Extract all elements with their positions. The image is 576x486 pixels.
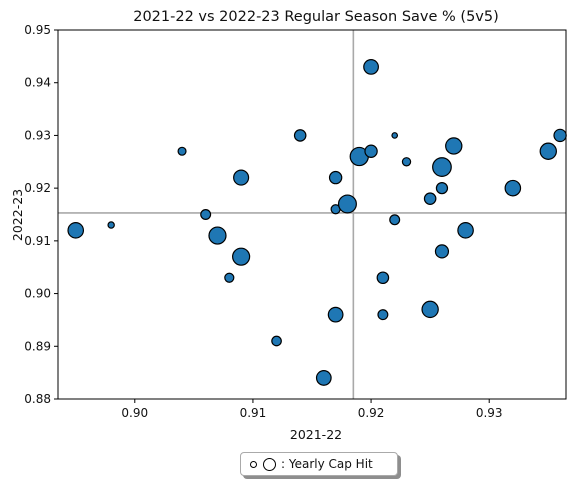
- size-legend: : Yearly Cap Hit: [240, 452, 398, 476]
- data-point: [434, 244, 450, 259]
- data-point: [67, 222, 85, 239]
- data-point: [200, 209, 212, 221]
- data-point: [376, 271, 390, 285]
- data-point: [293, 129, 307, 142]
- data-point: [539, 142, 557, 160]
- data-point: [445, 137, 463, 155]
- data-point: [377, 309, 389, 321]
- data-point: [315, 370, 332, 386]
- data-point: [271, 335, 282, 347]
- data-point: [421, 300, 439, 319]
- legend-large-circle-icon: [263, 457, 276, 471]
- x-tick-label: 0.93: [476, 406, 503, 420]
- data-point: [232, 247, 251, 266]
- data-point: [363, 59, 379, 75]
- data-point: [457, 222, 474, 239]
- y-tick-label: 0.89: [24, 339, 51, 353]
- y-tick-label: 0.91: [24, 234, 51, 248]
- data-point: [389, 214, 401, 226]
- data-point: [233, 169, 250, 186]
- x-axis-label: 2021-22: [290, 427, 342, 442]
- y-tick-label: 0.88: [24, 392, 51, 406]
- y-tick-label: 0.90: [24, 287, 51, 301]
- data-point: [208, 226, 227, 245]
- axes-frame: [57, 29, 567, 400]
- data-point: [337, 194, 357, 214]
- x-tick-label: 0.90: [121, 406, 148, 420]
- legend-small-circle-icon: [250, 460, 257, 468]
- data-point: [423, 192, 437, 205]
- plot-area: 0.90 0.91 0.92 0.93 0.88 0.89 0.90 0.91 0.92 0.93…: [24, 23, 567, 420]
- data-point: [391, 132, 399, 139]
- x-tick-label: 0.91: [240, 406, 267, 420]
- y-tick-label: 0.94: [24, 76, 51, 90]
- y-tick-label: 0.93: [24, 128, 51, 142]
- chart-title: 2021-22 vs 2022-23 Regular Season Save %…: [133, 9, 499, 25]
- data-point: [504, 179, 522, 197]
- data-point: [328, 170, 343, 185]
- y-tick-label: 0.92: [24, 181, 51, 195]
- data-point: [432, 157, 452, 177]
- data-point: [177, 146, 187, 156]
- data-point: [435, 182, 449, 195]
- y-tick-label: 0.95: [24, 23, 51, 37]
- x-tick-label: 0.92: [358, 406, 385, 420]
- data-point: [224, 272, 235, 283]
- legend-label: : Yearly Cap Hit: [281, 457, 373, 471]
- y-axis-label: 2022-23: [10, 189, 25, 241]
- data-point: [107, 221, 115, 229]
- data-point: [327, 306, 344, 323]
- data-point: [401, 157, 412, 167]
- data-point: [553, 128, 567, 143]
- data-point: [364, 144, 378, 158]
